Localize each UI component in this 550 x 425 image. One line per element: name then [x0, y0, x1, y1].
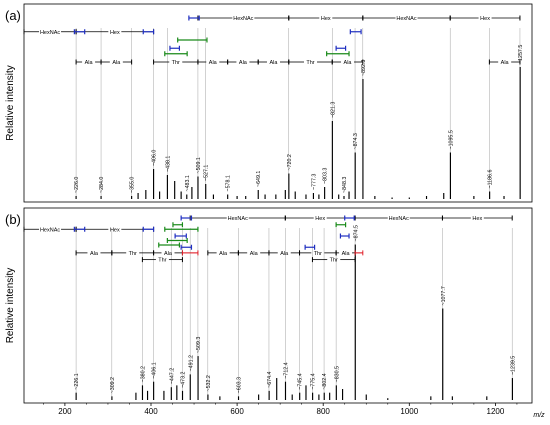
segment-label: Ala — [219, 251, 228, 257]
segment-label: Ala — [85, 60, 94, 66]
peak-label: ~380.2 — [140, 366, 146, 382]
peak-label: ~509.3 — [196, 337, 202, 353]
peak-label: ~745.4 — [298, 373, 304, 389]
panel-frame — [23, 3, 533, 203]
x-tick-label: 1200 — [487, 407, 505, 416]
segment-label: Hex — [315, 216, 325, 222]
segment-label: Thr — [158, 258, 166, 264]
segment-label: Ala — [164, 251, 173, 257]
segment-label: Ala — [90, 251, 99, 257]
peak-label: ~491.2 — [188, 355, 194, 371]
peak-label: ~802.4 — [322, 373, 328, 389]
segment-label: HexNAc — [40, 30, 60, 36]
peak-label: ~532.2 — [206, 375, 212, 391]
peak-label: ~284.0 — [99, 177, 105, 193]
peak-label: ~226.0 — [74, 177, 80, 193]
segment-label: Thr — [172, 60, 180, 66]
peak-label: ~830.5 — [334, 366, 340, 382]
peak-label: ~720.2 — [287, 154, 293, 170]
segment-label: Ala — [344, 60, 353, 66]
segment-label: Thr — [314, 251, 322, 257]
segment-label: Ala — [112, 60, 121, 66]
peak-label: ~483.1 — [185, 175, 191, 191]
segment-label: Ala — [501, 60, 510, 66]
peak-label: ~603.3 — [237, 377, 243, 393]
panel-a: ~226.0 ~284.0 ~355.0 ~406.0 ~438.1 ~483.1 ~509… — [5, 3, 533, 203]
peak-label: ~1257.5 — [518, 45, 524, 64]
x-tick-label: 400 — [144, 407, 158, 416]
x-tick-label: 600 — [230, 407, 244, 416]
segment-label: Thr — [129, 251, 137, 257]
x-tick-label: 1000 — [400, 407, 418, 416]
x-axis-label: m/z — [533, 412, 545, 419]
peak-label: ~355.0 — [130, 177, 136, 193]
segment-label: HexNAc — [389, 216, 409, 222]
panel-letter: (a) — [5, 8, 21, 23]
segment-label: Thr — [330, 258, 338, 264]
peak-label: ~447.2 — [169, 368, 175, 384]
peak-label: ~803.3 — [323, 168, 329, 184]
panel-letter: (b) — [5, 212, 21, 227]
peak-label: ~438.1 — [165, 156, 171, 172]
y-axis-label: Relative intensity — [5, 65, 16, 141]
peak-label: ~309.2 — [110, 377, 116, 393]
panel-b: ~226.1 ~309.2 ~380.2 ~406.1 ~447.2 ~473.2~491… — [5, 207, 533, 404]
peak-label: ~509.1 — [196, 157, 202, 173]
peak-label: ~674.4 — [267, 371, 273, 387]
segment-label: Ala — [280, 251, 289, 257]
peak-label: ~821.3 — [330, 102, 336, 118]
peak-label: ~1186.6 — [488, 170, 494, 189]
segment-label: Ala — [209, 60, 218, 66]
peak-label: ~226.1 — [74, 373, 80, 389]
peak-label: ~712.4 — [283, 362, 289, 378]
segment-label: Hex — [480, 16, 490, 22]
segment-label: Ala — [250, 251, 259, 257]
segment-label: HexNAc — [40, 227, 60, 233]
peak-label: ~777.3 — [311, 174, 317, 190]
peak-label: ~1239.5 — [510, 356, 516, 375]
x-tick-label: 800 — [317, 407, 331, 416]
peak-label: ~874.5 — [353, 225, 359, 241]
y-axis-label: Relative intensity — [5, 268, 16, 344]
peak-label: ~1095.5 — [448, 130, 454, 149]
segment-label: Ala — [239, 60, 248, 66]
segment-label: Ala — [270, 60, 279, 66]
peak-label: ~527.1 — [204, 165, 210, 181]
segment-label: Hex — [110, 30, 120, 36]
peak-label: ~775.4 — [311, 373, 317, 389]
segment-label: Thr — [306, 60, 314, 66]
segment-label: HexNAc — [233, 16, 253, 22]
peak-label: ~406.1 — [152, 362, 158, 378]
segment-label: Hex — [321, 16, 331, 22]
peak-label: ~874.3 — [353, 133, 359, 149]
peak-label: ~848.3 — [342, 177, 348, 193]
peak-label: ~578.1 — [226, 175, 232, 191]
peak-label: ~1077.7 — [441, 286, 447, 305]
peak-label: ~649.1 — [256, 171, 262, 187]
peak-label: ~406.0 — [152, 150, 158, 166]
segment-label: HexNAc — [228, 216, 248, 222]
x-tick-label: 200 — [58, 407, 72, 416]
peak-label: ~473.2 — [181, 371, 187, 387]
panel-frame — [23, 207, 533, 404]
segment-label: Hex — [472, 216, 482, 222]
peak-label: ~892.3 — [361, 60, 367, 76]
segment-label: HexNAc — [396, 16, 416, 22]
segment-label: Ala — [342, 251, 351, 257]
segment-label: Hex — [110, 227, 120, 233]
